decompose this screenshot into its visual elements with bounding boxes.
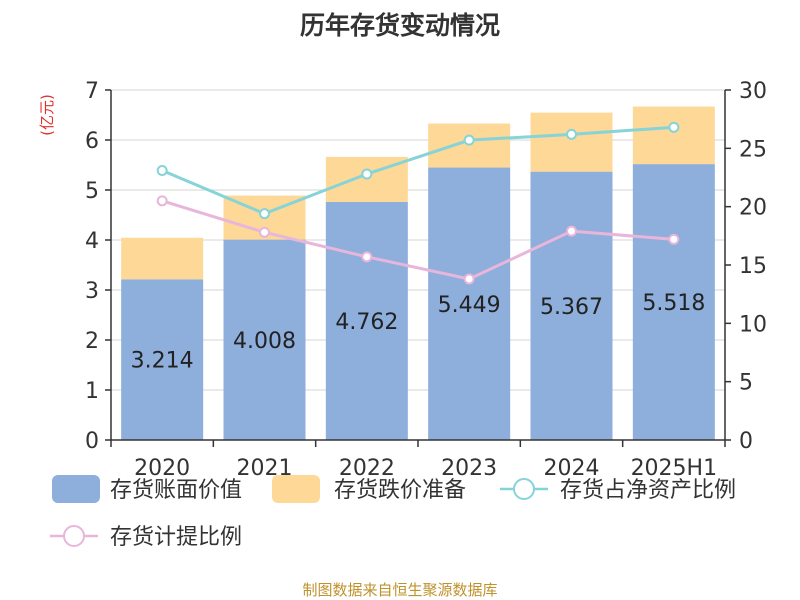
line-point — [566, 128, 577, 140]
legend-provision-ratio: 存货计提比例 — [50, 525, 242, 550]
right-tick-label: 25 — [739, 137, 767, 162]
bar-book-value — [428, 167, 511, 441]
left-tick-label: 6 — [85, 129, 99, 154]
bar-book-value — [632, 164, 715, 440]
line-point — [156, 195, 168, 207]
left-tick-label: 1 — [85, 379, 99, 404]
left-tick-label: 5 — [85, 179, 99, 204]
legend-label: 存货跌价准备 — [334, 478, 466, 503]
bar-book-value — [530, 171, 613, 440]
x-tick-label: 2024 — [544, 456, 600, 481]
legend-label: 存货账面价值 — [110, 478, 242, 503]
bar-impairment-reserve — [632, 106, 715, 165]
right-tick-label: 0 — [739, 429, 753, 454]
bar-value-label: 4.762 — [335, 310, 398, 335]
bar-impairment-reserve — [530, 112, 613, 172]
line-point — [668, 121, 680, 133]
bar-book-value — [121, 279, 204, 440]
right-tick-label: 15 — [739, 254, 767, 279]
bar-value-label: 5.449 — [438, 293, 501, 318]
line-point — [259, 208, 270, 220]
legend-label: 存货计提比例 — [110, 525, 242, 550]
line-point — [566, 225, 577, 237]
x-tick-label: 2023 — [441, 456, 497, 481]
legend-swatch — [52, 475, 100, 503]
line-point — [463, 134, 475, 146]
chart-title: 历年存货变动情况 — [299, 11, 500, 40]
gridlines — [111, 89, 725, 391]
legend-swatch — [272, 475, 320, 503]
right-axis-ticks: 0 5 10 15 20 25 30 — [725, 79, 767, 454]
line-point — [361, 168, 373, 180]
x-tick-label: 2020 — [134, 456, 190, 481]
line-provision-ratio — [161, 199, 674, 281]
bar-book-value — [223, 239, 306, 440]
bar-value-label: 3.214 — [131, 349, 194, 374]
x-tick-label: 2022 — [339, 456, 395, 481]
right-tick-label: 10 — [739, 312, 767, 337]
line-point — [463, 273, 475, 285]
left-axis-unit-label: (亿元) — [38, 94, 56, 136]
line-series — [156, 121, 680, 285]
right-tick-label: 5 — [739, 371, 753, 396]
bars — [121, 106, 715, 441]
legend-impairment-reserve: 存货跌价准备 — [272, 475, 466, 503]
x-axis-ticks: 2020 2021 2022 2023 2024 2025H1 — [110, 440, 726, 481]
right-tick-label: 20 — [739, 196, 767, 221]
bar-value-labels: 3.214 4.008 4.762 5.449 5.367 5.518 — [131, 291, 706, 374]
bar-book-value — [325, 201, 408, 440]
bar-impairment-reserve — [121, 237, 204, 280]
right-tick-label: 30 — [739, 79, 767, 104]
legend-inventory-to-net-assets: 存货占净资产比例 — [500, 478, 736, 503]
legend-label: 存货占净资产比例 — [560, 478, 736, 503]
line-inventory-to-net-assets — [161, 125, 674, 216]
bar-value-label: 5.367 — [540, 295, 603, 320]
x-tick-label: 2025H1 — [631, 456, 718, 481]
left-tick-label: 2 — [85, 329, 99, 354]
line-point — [361, 251, 373, 263]
legend-marker — [513, 478, 535, 500]
bar-value-label: 4.008 — [233, 329, 296, 354]
left-tick-label: 7 — [85, 79, 99, 104]
left-tick-label: 0 — [85, 429, 99, 454]
data-source-note: 制图数据来自恒生聚源数据库 — [302, 581, 498, 599]
bar-value-label: 5.518 — [642, 291, 705, 316]
line-point — [156, 165, 168, 176]
left-axis-ticks: 0 1 2 3 4 5 6 7 — [85, 79, 111, 454]
left-tick-label: 4 — [85, 229, 99, 254]
legend-marker — [63, 525, 85, 547]
legend-book-value: 存货账面价值 — [52, 475, 242, 503]
line-point — [668, 233, 680, 245]
left-tick-label: 3 — [85, 279, 99, 304]
line-point — [259, 226, 270, 238]
